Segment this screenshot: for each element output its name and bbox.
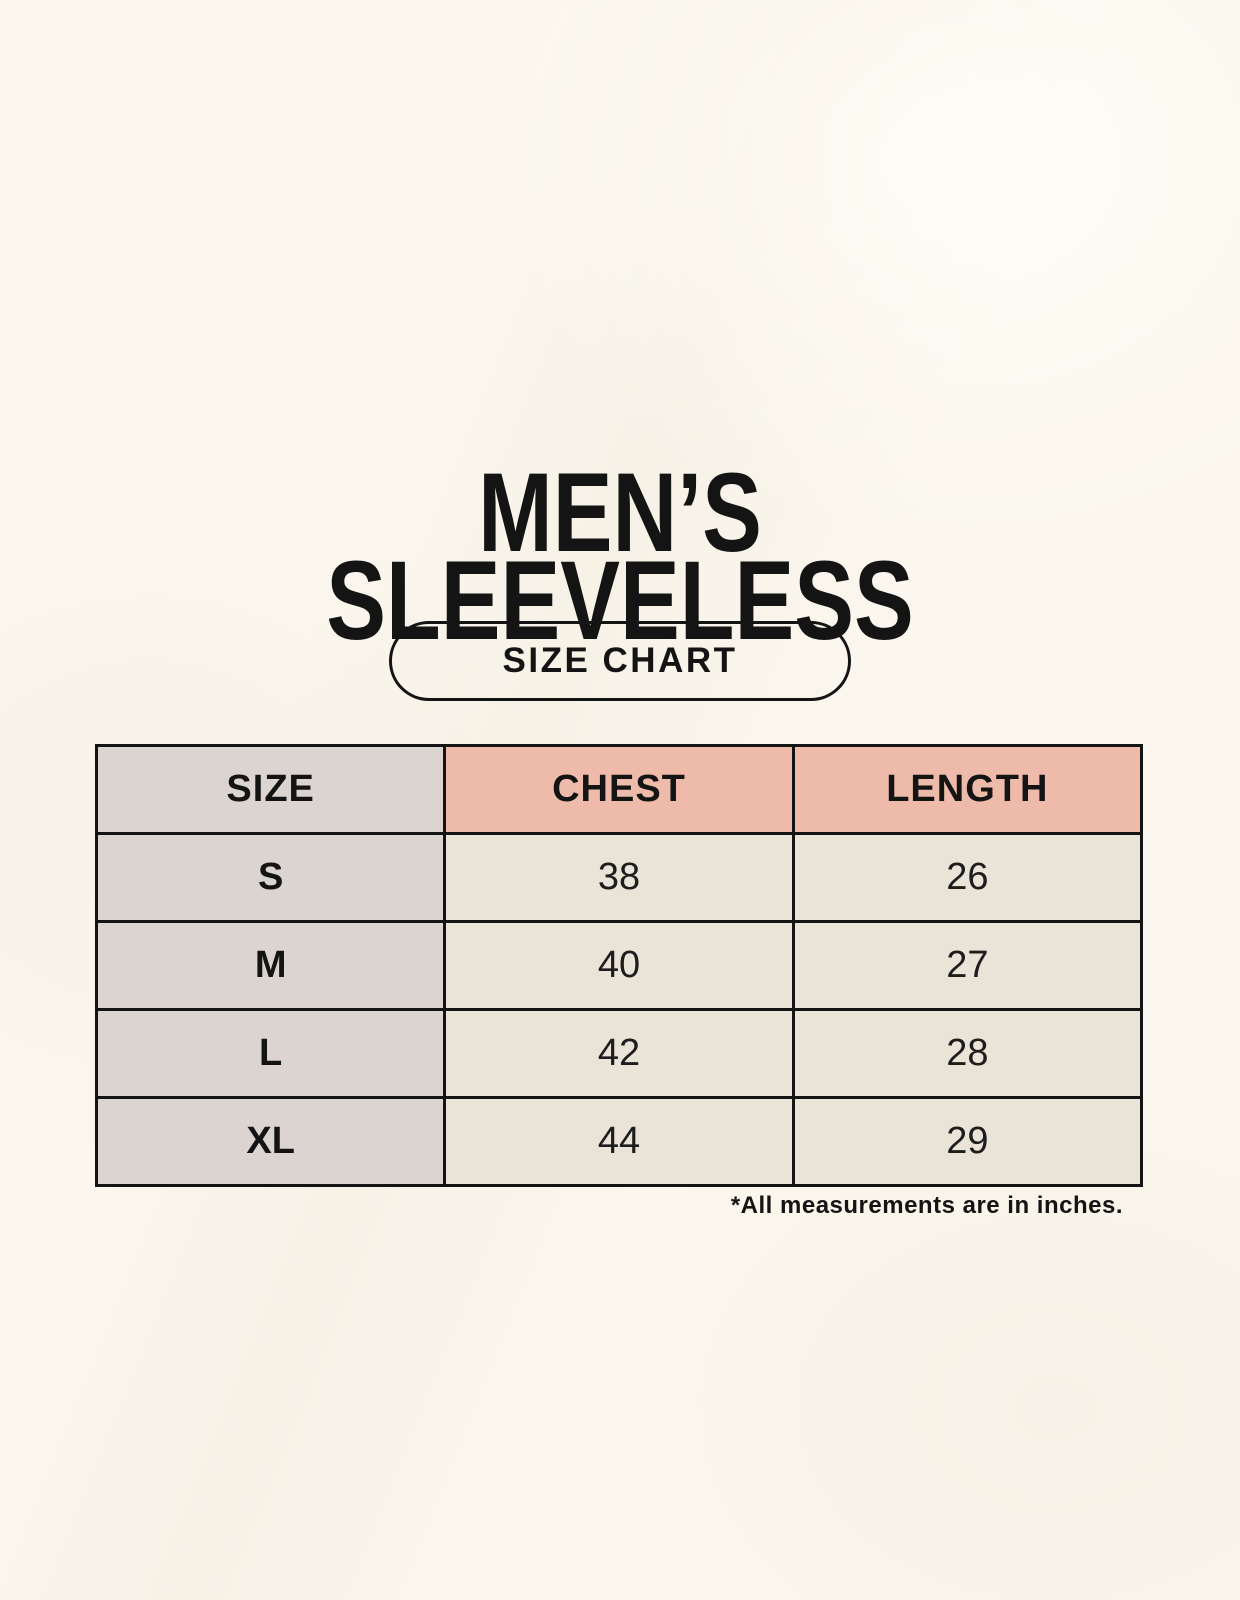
size-table-header: SIZE CHEST LENGTH <box>94 744 1144 835</box>
size-label: S <box>94 832 447 923</box>
length-value: 28 <box>791 1008 1144 1099</box>
page-title-line-1: MEN’S <box>478 450 762 576</box>
table-row-l: L 42 28 <box>94 1008 1144 1099</box>
table-row-m: M 40 27 <box>94 920 1144 1011</box>
column-header-size: SIZE <box>94 744 447 835</box>
size-chart-button[interactable]: SIZE CHART <box>389 621 851 701</box>
chest-value: 42 <box>443 1008 795 1099</box>
table-row-s: S 38 26 <box>94 832 1144 923</box>
length-value: 26 <box>791 832 1144 923</box>
chest-value: 44 <box>443 1096 795 1187</box>
size-label: L <box>94 1008 447 1099</box>
size-table: SIZE CHEST LENGTH S 38 26 M 40 27 L 42 2… <box>94 744 1144 1187</box>
table-header-row: SIZE CHEST LENGTH <box>94 744 1144 835</box>
measurements-footnote: *All measurements are in inches. <box>730 1192 1123 1219</box>
page-title: MEN’S SLEEVELESS <box>124 450 1116 657</box>
chest-value: 38 <box>443 832 795 923</box>
length-value: 27 <box>791 920 1144 1011</box>
column-header-chest: CHEST <box>443 744 795 835</box>
length-value: 29 <box>791 1096 1144 1187</box>
size-label: XL <box>94 1096 447 1187</box>
size-label: M <box>94 920 447 1011</box>
chest-value: 40 <box>443 920 795 1011</box>
size-table-body: S 38 26 M 40 27 L 42 28 XL 44 29 <box>94 832 1144 1187</box>
table-row-xl: XL 44 29 <box>94 1096 1144 1187</box>
column-header-length: LENGTH <box>791 744 1144 835</box>
